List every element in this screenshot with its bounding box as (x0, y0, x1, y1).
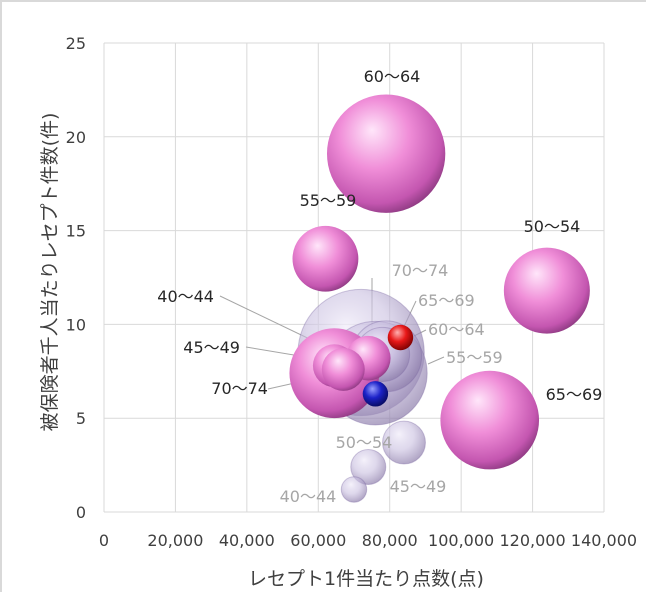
blue-bubble (362, 381, 389, 407)
pink-bubble-50〜54 (503, 247, 590, 334)
pink-data-label: 45〜49 (183, 338, 240, 357)
pink-bubbles (289, 94, 590, 470)
leader-line (427, 356, 445, 365)
red-bubble (387, 324, 414, 351)
lavender-bubble-40〜44 (340, 476, 368, 503)
pink-data-label: 55〜59 (300, 191, 357, 210)
x-tick-label: 120,000 (499, 531, 565, 550)
x-axis-title: レセプト1件当たり点数(点) (248, 568, 484, 590)
marker-dots (362, 324, 414, 407)
y-tick-label: 15 (66, 222, 86, 241)
x-tick-label: 80,000 (362, 531, 418, 550)
y-tick-label: 20 (66, 128, 86, 147)
pink-bubble-55〜59 (292, 225, 359, 292)
x-tick-label: 20,000 (147, 531, 203, 550)
lavender-data-label: 70〜74 (392, 261, 449, 280)
axis-tick-labels: 0 20,000 40,000 60,000 80,000 100,000 120,000 1… (66, 34, 637, 550)
y-tick-label: 10 (66, 315, 86, 334)
frame-left-border (0, 0, 2, 592)
y-tick-label: 5 (76, 409, 86, 428)
pink-data-label: 60〜64 (364, 67, 421, 86)
x-tick-label: 0 (99, 531, 109, 550)
frame-top-border (0, 0, 646, 2)
lavender-bubble-50〜54 (382, 420, 426, 465)
pink-bubble-65〜69 (440, 370, 540, 470)
x-tick-label: 60,000 (290, 531, 346, 550)
lavender-data-label: 45〜49 (390, 477, 447, 496)
x-tick-label: 100,000 (428, 531, 494, 550)
x-tick-label: 140,000 (571, 531, 637, 550)
pink-data-label: 50〜54 (524, 217, 581, 236)
lavender-data-label: 55〜59 (446, 348, 503, 367)
pink-bubble-60〜64 (326, 94, 446, 213)
pink-data-label: 65〜69 (546, 385, 603, 404)
pink-data-label: 40〜44 (157, 287, 214, 306)
lavender-bubble-45〜49 (350, 448, 387, 485)
lavender-data-label: 50〜54 (336, 433, 393, 452)
lavender-data-label: 60〜64 (428, 320, 485, 339)
lavender-data-label: 40〜44 (280, 487, 337, 506)
lavender-data-label: 65〜69 (418, 291, 475, 310)
pink-data-label: 70〜74 (211, 379, 268, 398)
y-tick-label: 0 (76, 503, 86, 522)
bubble-labels: 40〜44 45〜49 50〜54 55〜59 60〜64 65〜69 70〜74 40〜44… (157, 67, 602, 506)
x-tick-label: 40,000 (219, 531, 275, 550)
y-tick-label: 25 (66, 34, 86, 53)
pink-bubble-45〜49 (321, 347, 365, 391)
y-axis-title: 被保険者千人当たりレセプト件数(件) (39, 113, 61, 432)
